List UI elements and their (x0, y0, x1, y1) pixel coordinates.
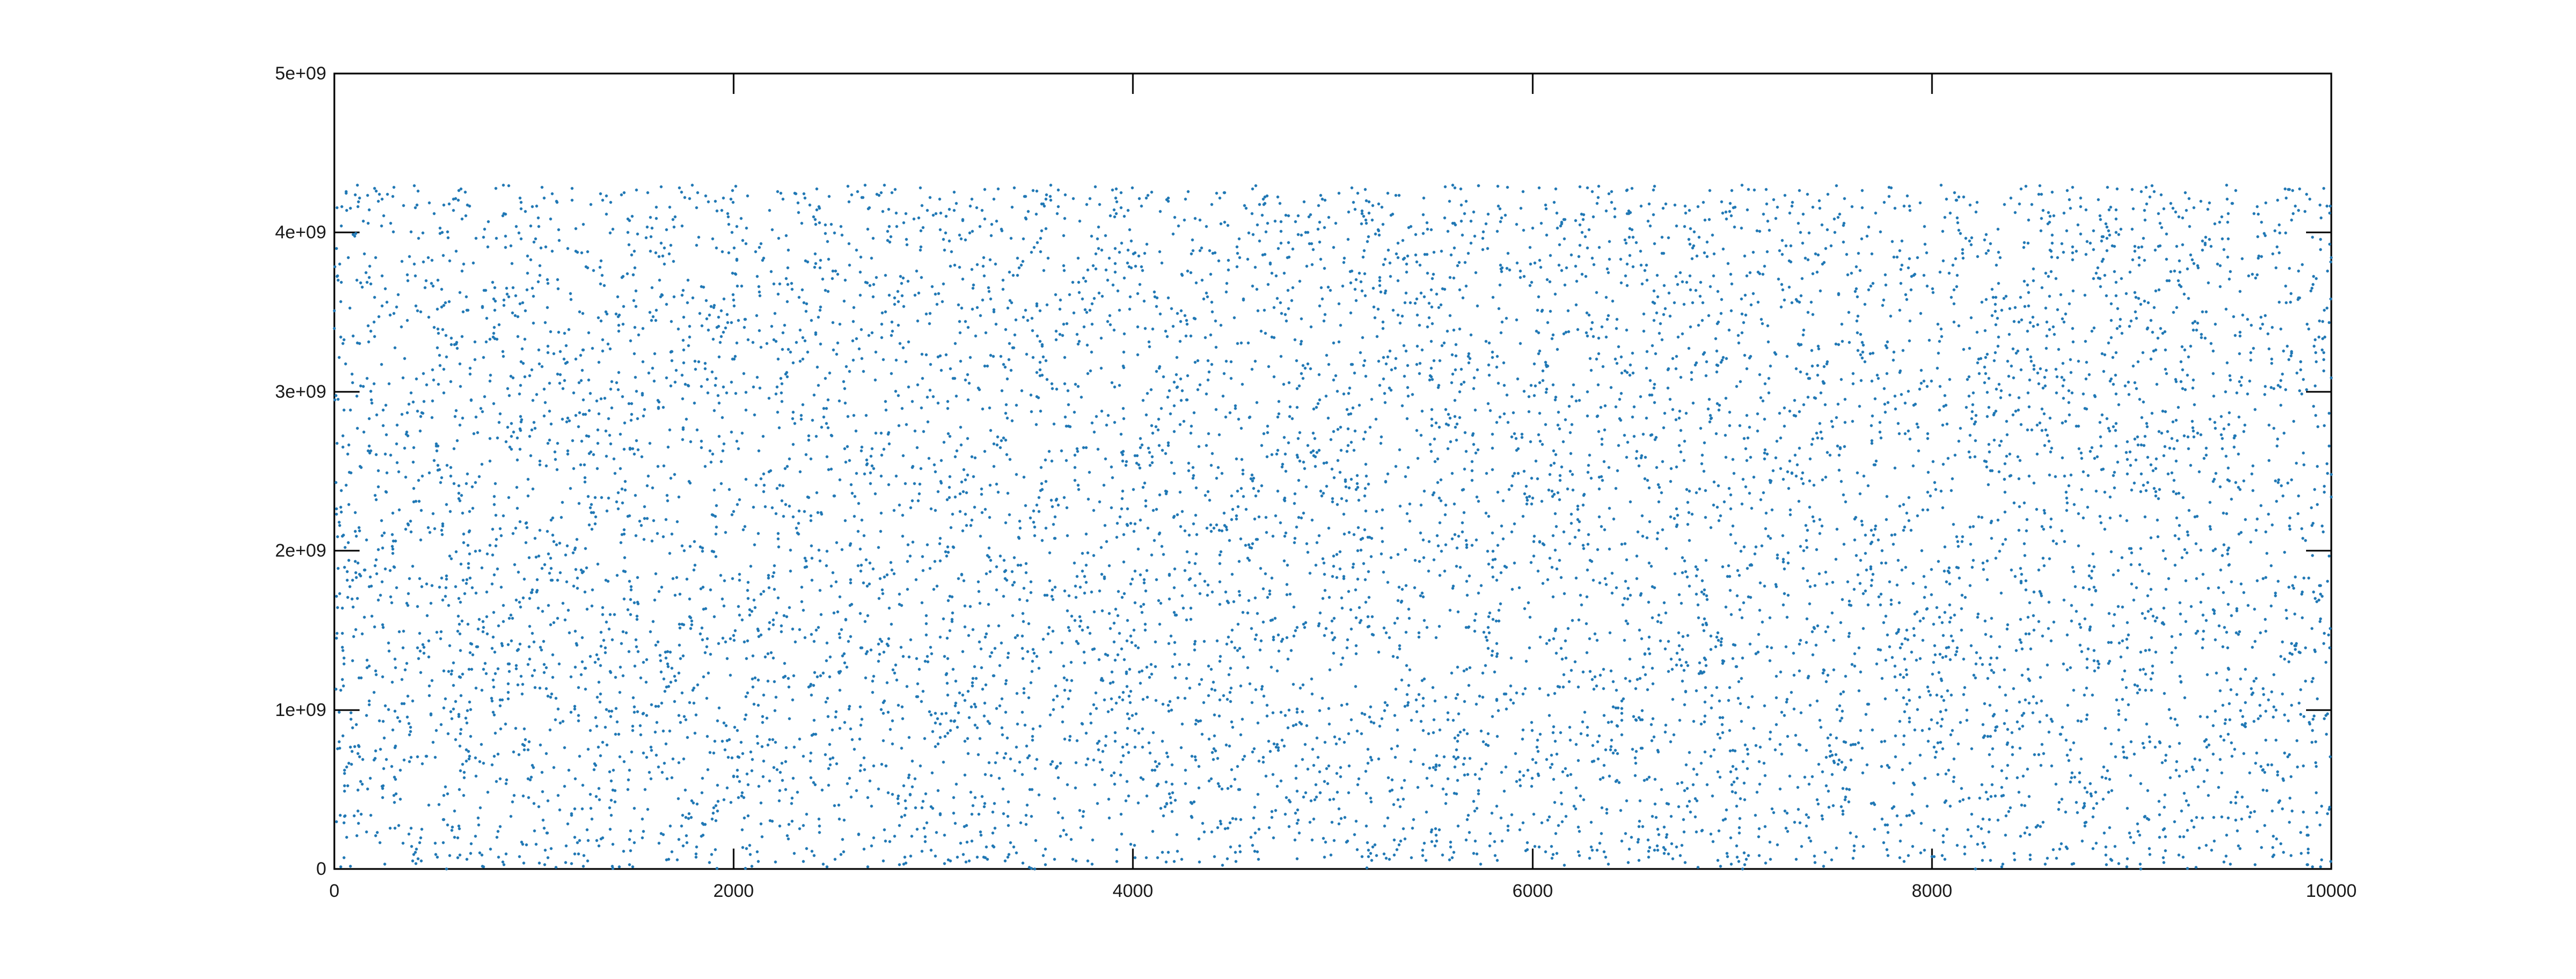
svg-text:0: 0 (330, 881, 340, 901)
svg-text:8000: 8000 (1912, 881, 1952, 901)
svg-text:1e+09: 1e+09 (275, 700, 327, 720)
svg-text:10000: 10000 (2306, 881, 2357, 901)
svg-text:6000: 6000 (1512, 881, 1553, 901)
svg-text:3e+09: 3e+09 (275, 382, 327, 402)
svg-text:4e+09: 4e+09 (275, 222, 327, 243)
svg-text:2e+09: 2e+09 (275, 540, 327, 561)
svg-text:4000: 4000 (1113, 881, 1153, 901)
svg-text:0: 0 (316, 859, 326, 879)
svg-text:2000: 2000 (713, 881, 754, 901)
svg-text:5e+09: 5e+09 (275, 63, 327, 84)
